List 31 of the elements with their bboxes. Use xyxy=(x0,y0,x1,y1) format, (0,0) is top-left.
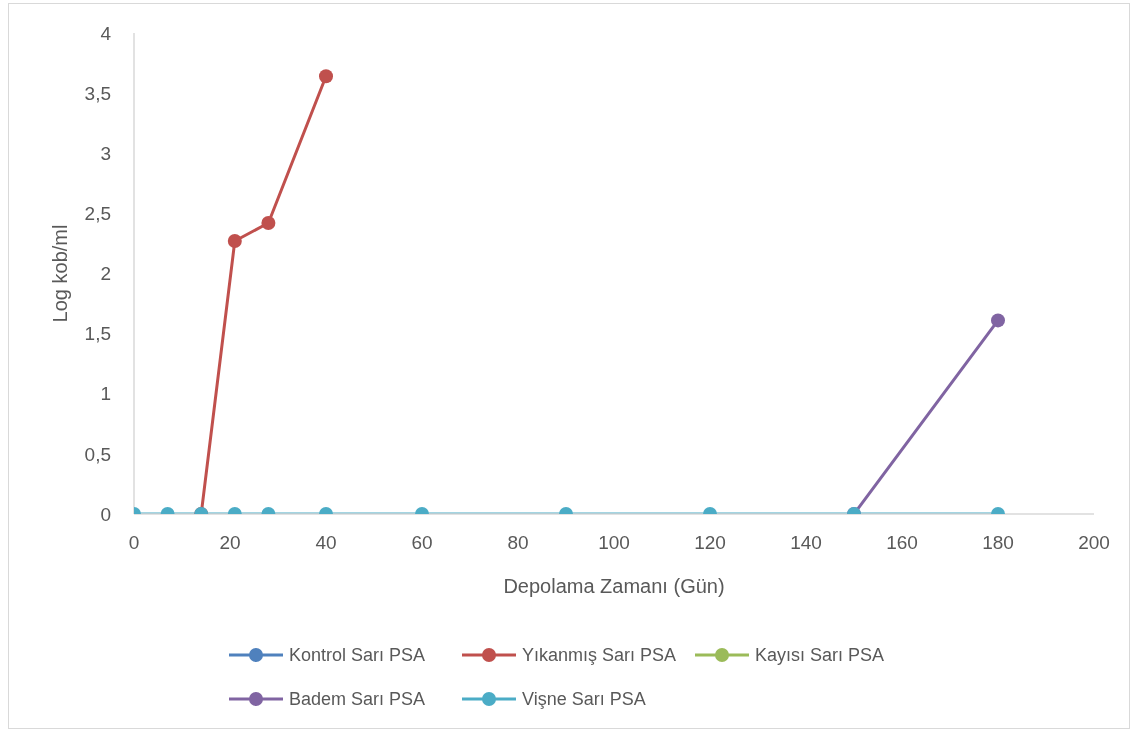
legend-label: Vişne Sarı PSA xyxy=(522,688,646,709)
x-tick-label: 20 xyxy=(219,532,241,554)
y-tick-label: 3 xyxy=(100,142,111,164)
y-tick-label: 0 xyxy=(100,503,111,525)
x-tick-label: 60 xyxy=(411,532,433,554)
point xyxy=(261,216,276,230)
x-tick-label: 140 xyxy=(790,532,822,554)
legend-label: Kayısı Sarı PSA xyxy=(755,644,885,665)
x-axis-title: Depolama Zamanı (Gün) xyxy=(503,575,725,597)
y-tick-label: 4 xyxy=(100,22,112,44)
x-tick-label: 200 xyxy=(1078,532,1110,554)
point xyxy=(991,313,1005,328)
x-tick-label: 180 xyxy=(982,532,1014,554)
legend-label: Badem Sarı PSA xyxy=(289,688,426,709)
x-tick-label: 100 xyxy=(598,532,630,554)
legend-label: Yıkanmış Sarı PSA xyxy=(522,644,677,665)
x-tick-label: 120 xyxy=(694,532,726,554)
y-tick-label: 1 xyxy=(100,383,111,405)
point xyxy=(227,234,242,249)
point xyxy=(319,69,333,84)
x-tick-label: 160 xyxy=(886,532,918,554)
x-tick-label: 0 xyxy=(128,532,140,554)
y-tick-label: 3,5 xyxy=(84,82,111,104)
x-tick-label: 80 xyxy=(507,532,529,554)
y-axis-title: Log kob/ml xyxy=(49,224,71,323)
y-tick-label: 2 xyxy=(100,263,111,285)
y-tick-label: 0,5 xyxy=(84,443,111,465)
x-tick-label: 40 xyxy=(315,532,337,554)
legend-label: Kontrol Sarı PSA xyxy=(289,644,426,665)
y-tick-label: 2,5 xyxy=(84,203,111,225)
y-tick-label: 1,5 xyxy=(84,323,111,345)
